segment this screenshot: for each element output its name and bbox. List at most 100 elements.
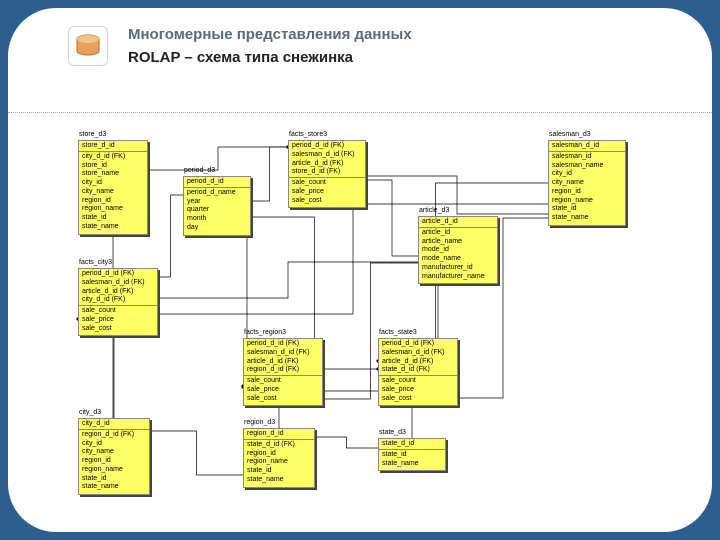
entity-field: region_d_id <box>247 430 311 439</box>
entity-field: salesman_d_id (FK) <box>292 151 362 160</box>
entity-field: article_d_id (FK) <box>382 358 454 367</box>
entity-field: sale_price <box>247 386 319 395</box>
entity-attrs: article_idarticle_namemode_idmode_namema… <box>419 228 497 284</box>
entity-field: store_d_id (FK) <box>292 168 362 177</box>
entity-store_d3: store_d3store_d_idcity_d_id (FK)store_id… <box>78 140 148 235</box>
entity-attrs: sale_countsale_pricesale_cost <box>79 306 157 335</box>
entity-field: year <box>187 198 247 207</box>
entity-caption: facts_city3 <box>79 259 112 268</box>
entity-caption: facts_region3 <box>244 329 286 338</box>
entity-attrs: sale_countsale_pricesale_cost <box>244 376 322 405</box>
entity-caption: region_d3 <box>244 419 275 428</box>
entity-field: month <box>187 215 247 224</box>
entity-field: state_name <box>552 214 622 223</box>
entity-facts_city3: facts_city3period_d_id (FK)salesman_d_id… <box>78 268 158 336</box>
entity-field: period_d_name <box>187 189 247 198</box>
entity-field: salesman_name <box>552 162 622 171</box>
entity-city_d3: city_d3city_d_idregion_d_id (FK)city_idc… <box>78 418 150 495</box>
entity-attrs: state_idstate_name <box>379 450 445 471</box>
entity-caption: facts_state3 <box>379 329 417 338</box>
entity-field: article_d_id (FK) <box>82 288 154 297</box>
entity-field: city_id <box>82 179 144 188</box>
entity-field: article_d_id (FK) <box>247 358 319 367</box>
entity-caption: salesman_d3 <box>549 131 591 140</box>
entity-field: city_name <box>82 188 144 197</box>
page-subtitle: ROLAP – схема типа снежинка <box>128 49 412 66</box>
entity-field: state_d_id (FK) <box>247 441 311 450</box>
entity-field: sale_price <box>382 386 454 395</box>
entity-attrs: sale_countsale_pricesale_cost <box>379 376 457 405</box>
entity-caption: state_d3 <box>379 429 406 438</box>
entity-field: period_d_id (FK) <box>82 270 154 279</box>
entity-pk: period_d_id (FK)salesman_d_id (FK)articl… <box>79 269 157 306</box>
entity-pk: period_d_id (FK)salesman_d_id (FK)articl… <box>379 339 457 376</box>
entity-field: region_id <box>247 450 311 459</box>
entity-field: article_d_id (FK) <box>292 160 362 169</box>
entity-field: quarter <box>187 206 247 215</box>
entity-field: sale_price <box>82 316 154 325</box>
header: Многомерные представления данных ROLAP –… <box>68 26 412 66</box>
entity-attrs: region_d_id (FK)city_idcity_nameregion_i… <box>79 430 149 494</box>
entity-field: sale_cost <box>82 325 154 334</box>
entity-field: city_id <box>82 440 146 449</box>
page-title: Многомерные представления данных <box>128 26 412 43</box>
entity-facts_store3: facts_store3period_d_id (FK)salesman_d_i… <box>288 140 366 208</box>
entity-attrs: sale_countsale_pricesale_cost <box>289 178 365 207</box>
entity-field: sale_count <box>247 377 319 386</box>
entity-field: mode_name <box>422 255 494 264</box>
entity-pk: period_d_id (FK)salesman_d_id (FK)articl… <box>289 141 365 178</box>
entity-field: sale_price <box>292 188 362 197</box>
entity-caption: article_d3 <box>419 207 449 216</box>
entity-facts_state3: facts_state3period_d_id (FK)salesman_d_i… <box>378 338 458 406</box>
entity-field: region_d_id (FK) <box>82 431 146 440</box>
entity-field: region_d_id (FK) <box>247 366 319 375</box>
entity-field: period_d_id (FK) <box>382 340 454 349</box>
entity-field: store_id <box>82 162 144 171</box>
entity-caption: facts_store3 <box>289 131 327 140</box>
entity-field: article_name <box>422 238 494 247</box>
entity-attrs: period_d_nameyearquartermonthday <box>184 188 250 235</box>
entity-pk: period_d_id (FK)salesman_d_id (FK)articl… <box>244 339 322 376</box>
database-icon <box>75 34 101 58</box>
entity-field: store_name <box>82 170 144 179</box>
entity-facts_region3: facts_region3period_d_id (FK)salesman_d_… <box>243 338 323 406</box>
entity-salesman_d3: salesman_d3salesman_d_idsalesman_idsales… <box>548 140 626 226</box>
page: Многомерные представления данных ROLAP –… <box>8 8 712 532</box>
entity-attrs: state_d_id (FK)region_idregion_namestate… <box>244 440 314 487</box>
entity-pk: store_d_id <box>79 141 147 152</box>
entity-caption: city_d3 <box>79 409 101 418</box>
entity-field: region_name <box>82 205 144 214</box>
entity-article_d3: article_d3article_d_idarticle_idarticle_… <box>418 216 498 284</box>
entity-field: state_id <box>552 205 622 214</box>
entity-field: sale_cost <box>382 395 454 404</box>
entity-pk: city_d_id <box>79 419 149 430</box>
entity-field: salesman_d_id (FK) <box>382 349 454 358</box>
entity-field: state_d_id (FK) <box>382 366 454 375</box>
entity-field: state_id <box>382 451 442 460</box>
entity-field: city_d_id (FK) <box>82 296 154 305</box>
entity-pk: period_d_id <box>184 177 250 188</box>
entity-field: salesman_d_id <box>552 142 622 151</box>
entity-field: region_id <box>552 188 622 197</box>
db-icon-box <box>68 26 108 66</box>
entity-caption: period_d3 <box>184 167 215 176</box>
entity-field: state_name <box>247 476 311 485</box>
entity-field: city_id <box>552 170 622 179</box>
entity-field: salesman_d_id (FK) <box>82 279 154 288</box>
diagram-canvas: store_d3store_d_idcity_d_id (FK)store_id… <box>28 128 692 518</box>
entity-field: state_id <box>82 214 144 223</box>
entity-field: city_name <box>82 448 146 457</box>
entity-state_d3: state_d3state_d_idstate_idstate_name <box>378 438 446 471</box>
entity-field: period_d_id (FK) <box>247 340 319 349</box>
entity-field: state_d_id <box>382 440 442 449</box>
entity-field: period_d_id (FK) <box>292 142 362 151</box>
entity-field: sale_cost <box>292 197 362 206</box>
entity-field: salesman_id <box>552 153 622 162</box>
entity-field: city_d_id (FK) <box>82 153 144 162</box>
entity-field: state_id <box>82 475 146 484</box>
entity-field: sale_count <box>382 377 454 386</box>
entity-field: sale_cost <box>247 395 319 404</box>
entity-attrs: city_d_id (FK)store_idstore_namecity_idc… <box>79 152 147 234</box>
entity-field: city_d_id <box>82 420 146 429</box>
entity-field: state_name <box>382 460 442 469</box>
